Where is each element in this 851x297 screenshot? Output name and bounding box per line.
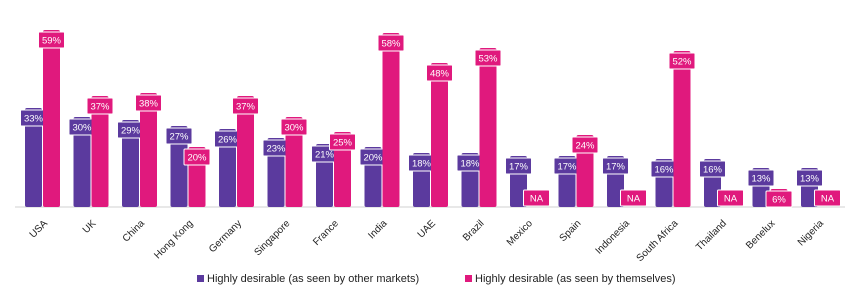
value-label: 18% xyxy=(460,159,480,170)
value-label: 17% xyxy=(557,162,577,173)
value-label-box xyxy=(747,169,775,187)
value-label-box xyxy=(38,31,65,49)
x-tick-label: Mexico xyxy=(505,218,535,248)
value-label: 37% xyxy=(236,102,256,113)
value-label: 17% xyxy=(606,162,626,173)
legend-swatch xyxy=(465,275,472,282)
value-label-box xyxy=(602,157,629,175)
value-label: 53% xyxy=(478,54,498,65)
value-label-box xyxy=(505,157,532,175)
value-label: 27% xyxy=(169,132,189,143)
x-tick-label: Singapore xyxy=(252,218,292,258)
bar xyxy=(91,96,109,207)
value-label-box xyxy=(165,127,193,145)
bar xyxy=(25,108,42,207)
value-label: 25% xyxy=(333,138,353,149)
value-label: 20% xyxy=(363,153,383,164)
value-label-box xyxy=(232,97,259,115)
value-label-box xyxy=(474,49,502,67)
bar xyxy=(140,93,157,207)
bar xyxy=(382,33,400,207)
bar xyxy=(237,96,254,207)
bar xyxy=(479,48,497,207)
value-label-box xyxy=(814,189,841,207)
value-label: 29% xyxy=(121,126,141,137)
value-label-box xyxy=(717,189,744,207)
value-label-box xyxy=(571,136,599,154)
value-label-box xyxy=(699,160,726,178)
value-label: 33% xyxy=(24,114,44,125)
value-label: 59% xyxy=(42,36,62,47)
value-label: 17% xyxy=(509,162,529,173)
value-label-box xyxy=(796,169,823,187)
value-label: 37% xyxy=(90,102,110,113)
value-label: 30% xyxy=(72,123,92,134)
x-tick-label: Nigeria xyxy=(796,218,826,248)
x-tick-label: China xyxy=(121,218,148,245)
x-tick-label: Germany xyxy=(207,218,244,255)
bar xyxy=(673,51,691,207)
x-tick-label: Thailand xyxy=(694,218,729,253)
value-label: 23% xyxy=(266,144,286,155)
bar xyxy=(431,63,448,207)
value-label: NA xyxy=(627,194,641,205)
value-label: 48% xyxy=(430,69,450,80)
value-label: 58% xyxy=(381,39,401,50)
value-label-box xyxy=(765,190,793,208)
value-label: 52% xyxy=(672,57,692,68)
value-label-box xyxy=(329,133,356,151)
value-label: 30% xyxy=(284,123,304,134)
value-label: 38% xyxy=(139,99,159,110)
bar xyxy=(170,126,188,207)
x-tick-label: USA xyxy=(28,218,51,241)
value-label: 6% xyxy=(772,195,786,206)
value-label-box xyxy=(668,52,696,70)
value-label-box xyxy=(620,189,647,207)
value-label: NA xyxy=(530,194,544,205)
legend-swatch xyxy=(197,275,204,282)
value-label-box xyxy=(135,94,162,112)
value-label: 13% xyxy=(751,174,771,185)
legend-label: Highly desirable (as seen by themselves) xyxy=(475,273,676,285)
x-tick-label: Spain xyxy=(558,218,584,244)
value-label: 18% xyxy=(412,159,432,170)
legend-label: Highly desirable (as seen by other marke… xyxy=(207,273,419,285)
bar xyxy=(219,129,236,207)
x-tick-label: Indonesia xyxy=(594,218,633,257)
value-label: 16% xyxy=(654,165,674,176)
x-tick-label: France xyxy=(311,218,341,248)
x-tick-label: Brazil xyxy=(461,218,486,243)
value-label-box xyxy=(426,64,453,82)
value-label: 16% xyxy=(703,165,723,176)
value-label-box xyxy=(523,189,550,207)
bar xyxy=(43,30,60,207)
value-label-box xyxy=(280,118,308,136)
x-tick-label: UK xyxy=(81,218,99,236)
value-label: NA xyxy=(724,194,738,205)
value-label: 21% xyxy=(315,150,335,161)
value-label: 26% xyxy=(218,135,238,146)
x-tick-label: India xyxy=(366,218,389,241)
bar xyxy=(73,117,91,207)
value-label: NA xyxy=(821,194,835,205)
x-tick-label: Hong Kong xyxy=(152,218,195,261)
x-tick-label: Benelux xyxy=(744,218,777,251)
bar xyxy=(334,132,351,207)
value-label: 24% xyxy=(575,141,595,152)
value-label: 20% xyxy=(187,153,207,164)
value-label: 13% xyxy=(800,174,820,185)
bar xyxy=(285,117,303,207)
value-label-box xyxy=(86,97,114,115)
value-label-box xyxy=(377,34,405,52)
x-tick-label: South Africa xyxy=(635,218,681,264)
value-label-box xyxy=(183,148,211,166)
bar xyxy=(122,120,139,207)
x-tick-label: UAE xyxy=(416,218,439,241)
